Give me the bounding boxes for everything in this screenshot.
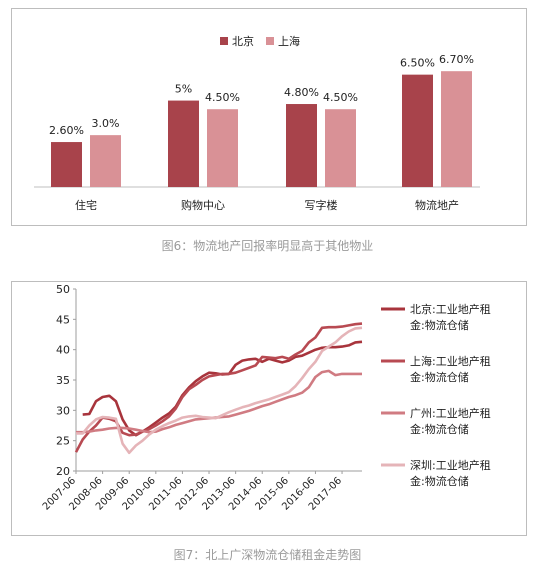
bar-data-label: 4.80% [284,86,319,99]
bar-data-label: 3.0% [92,117,120,130]
legend-swatch [220,37,228,45]
bar-data-label: 6.50% [400,57,435,70]
bar-shanghai-0 [90,135,121,187]
bar-data-label: 4.50% [205,91,240,104]
legend-label: 北京 [232,34,254,48]
figure-7-caption: 图7：北上广深物流仓储租金走势图 [173,548,362,562]
bar-data-label: 4.50% [323,91,358,104]
bar-beijing-2 [286,104,317,187]
y-tick-label: 40 [56,344,70,357]
bar-shanghai-2 [325,109,356,187]
bar-data-label: 6.70% [439,53,474,66]
bar-shanghai-3 [441,71,472,187]
series-line-3 [76,326,363,455]
bar-category-label: 物流地产 [415,198,459,212]
bar-beijing-3 [402,74,433,187]
bar-category-label: 购物中心 [181,198,225,212]
y-tick-label: 30 [56,404,70,417]
bar-category-label: 写字楼 [305,198,338,212]
line-chart-frame [11,281,527,536]
legend-swatch [266,37,274,45]
figure-6-caption: 图6：物流地产回报率明显高于其他物业 [161,239,374,253]
legend-label-1: 上海:工业地产租金:物流仓储 [410,354,491,384]
legend-label-0: 北京:工业地产租金:物流仓储 [410,302,491,332]
bar-beijing-0 [51,142,82,187]
bar-beijing-1 [168,100,199,187]
series-line-2 [76,369,362,434]
series-line-1 [74,322,363,453]
legend-label-3: 深圳:工业地产租金:物流仓储 [410,458,491,488]
bar-data-label: 2.60% [49,124,84,137]
y-tick-label: 45 [56,313,70,326]
legend-label: 上海 [278,34,300,48]
y-tick-label: 50 [56,283,70,296]
y-tick-label: 20 [56,465,70,478]
bar-category-label: 住宅 [75,198,97,212]
y-tick-label: 25 [56,435,70,448]
y-tick-label: 35 [56,374,70,387]
legend-label-2: 广州:工业地产租金:物流仓储 [410,406,491,436]
bar-data-label: 5% [175,83,192,96]
bar-shanghai-1 [207,109,238,187]
